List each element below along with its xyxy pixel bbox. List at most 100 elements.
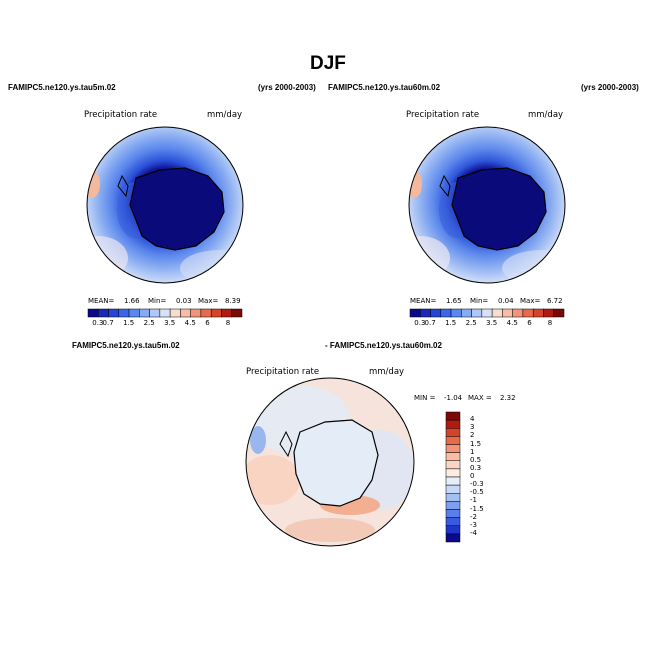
diff-colorbar-tick-label: 2	[470, 431, 475, 440]
panel2-colorbar-box	[512, 308, 524, 318]
panel2-colorbar-box	[420, 308, 431, 318]
panel2-colorbar-box	[553, 308, 565, 318]
diff-colorbar-tick-label: -3	[470, 520, 477, 529]
diff-colorbar-tick-label: -1	[470, 496, 477, 505]
panel1-colorbar-box	[139, 308, 150, 318]
diff-case-a: FAMIPC5.ne120.ys.tau5m.02	[72, 341, 180, 350]
diff-colorbar-box	[445, 411, 461, 421]
diff-colorbar-box	[445, 509, 461, 518]
panel1-colorbar-box	[169, 308, 181, 318]
panel2-max-label: Max=	[520, 297, 541, 305]
panel1-colorbar-box	[149, 308, 161, 318]
diff-colorbar-box	[445, 517, 461, 526]
panel1-colorbar-box	[221, 308, 232, 318]
diff-colorbar-box	[445, 525, 461, 535]
panel2-colorbar-box	[522, 308, 534, 318]
panel1-colorbar-box	[231, 308, 243, 318]
diff-colorbar-tick-label: -0.5	[470, 488, 484, 497]
figure-title: DJF	[310, 53, 346, 74]
panel2-colorbar-box	[471, 308, 483, 318]
diff-colorbar-tick-label: 0.5	[470, 455, 482, 464]
panel1-colorbar-box	[98, 308, 109, 318]
panel1-colorbar-tick-label: 2.5	[143, 319, 155, 327]
panel1-colorbar	[87, 308, 243, 318]
diff-colorbar-tick-label: 0.3	[470, 463, 482, 472]
panel1-colorbar-tick-label: 4.5	[184, 319, 196, 327]
panel2-colorbar-tick-label: 1.5	[445, 319, 457, 327]
panel1-colorbar-box	[200, 308, 212, 318]
diff-colorbar-box	[445, 452, 461, 461]
panel2-colorbar-tick-label: 8	[547, 319, 553, 327]
panel1-colorbar-box	[118, 308, 130, 318]
panel1-max-label: Max=	[198, 297, 219, 305]
panel1-years: (yrs 2000-2003)	[258, 83, 316, 92]
panel2-variable-label: Precipitation rate	[406, 110, 480, 120]
diff-colorbar-tick-label: -2	[470, 512, 477, 521]
panel2-colorbar-tick-label: 4.5	[506, 319, 518, 327]
panel2-colorbar-box	[543, 308, 554, 318]
diff-map	[245, 377, 415, 547]
diff-colorbar-box	[445, 428, 461, 437]
panel2-colorbar-tick-label: 0.7	[424, 319, 436, 327]
diff-colorbar-box	[445, 501, 461, 510]
panel1-colorbar-box	[108, 308, 120, 318]
diff-max-label: MAX =	[468, 394, 492, 402]
diff-colorbar-tick-label: 3	[470, 423, 475, 432]
panel1-mean-label: MEAN=	[88, 297, 115, 305]
diff-colorbar-box	[445, 444, 461, 453]
diff-colorbar-box	[445, 484, 461, 494]
panel2-min-value: 0.04	[498, 297, 514, 305]
panel2-colorbar-box	[481, 308, 493, 318]
panel1-colorbar-tick-label: 3.5	[164, 319, 176, 327]
diff-colorbar-box	[445, 468, 461, 478]
panel2-mean-value: 1.65	[446, 297, 462, 305]
panel1-max-value: 8.39	[225, 297, 241, 305]
diff-colorbar-box	[445, 493, 461, 502]
diff-units-label: mm/day	[369, 367, 405, 377]
panel2-max-value: 6.72	[547, 297, 563, 305]
panel1-variable-label: Precipitation rate	[84, 110, 158, 120]
panel2-colorbar-tick-label: 0.3	[414, 319, 426, 327]
panel2-colorbar-box	[461, 308, 472, 318]
panel1-colorbar-box	[159, 308, 171, 318]
panel2-case-name: FAMIPC5.ne120.ys.tau60m.02	[328, 83, 441, 92]
diff-colorbar-box	[445, 476, 461, 486]
panel2-colorbar-box	[502, 308, 513, 318]
panel2-colorbar-tick-label: 6	[527, 319, 532, 327]
diff-min-label: MIN =	[414, 394, 436, 402]
panel1-case-name: FAMIPC5.ne120.ys.tau5m.02	[8, 83, 116, 92]
panel2-mean-label: MEAN=	[410, 297, 437, 305]
panel2-colorbar-tick-label: 2.5	[465, 319, 477, 327]
panel1-colorbar-box	[128, 308, 140, 318]
panel1-mean-value: 1.66	[124, 297, 140, 305]
diff-colorbar-tick-label: -1.5	[470, 504, 484, 513]
diff-min-value: -1.04	[444, 394, 463, 402]
panel2-map	[408, 126, 566, 284]
diff-colorbar-box	[445, 436, 461, 445]
diff-colorbar-tick-label: 4	[470, 415, 475, 424]
panel1-min-label: Min=	[148, 297, 167, 305]
panel2-colorbar-tick-label: 3.5	[486, 319, 498, 327]
diff-colorbar-tick-label: 1.5	[470, 439, 482, 448]
panel2-years: (yrs 2000-2003)	[581, 83, 639, 92]
diff-case-b: - FAMIPC5.ne120.ys.tau60m.02	[325, 341, 442, 350]
panel1-units-label: mm/day	[207, 110, 243, 120]
panel2-colorbar-box	[440, 308, 452, 318]
panel1-colorbar-tick-label: 1.5	[123, 319, 135, 327]
diff-colorbar	[445, 411, 461, 543]
diff-colorbar-box	[445, 533, 461, 543]
panel1-colorbar-box	[87, 308, 99, 318]
panel2-units-label: mm/day	[528, 110, 564, 120]
panel2-min-label: Min=	[470, 297, 489, 305]
diff-colorbar-tick-label: -0.3	[470, 480, 484, 489]
panel1-map	[86, 126, 244, 284]
panel2-colorbar-box	[409, 308, 421, 318]
panel1-colorbar-box	[190, 308, 202, 318]
diff-colorbar-box	[445, 419, 461, 429]
panel1-min-value: 0.03	[176, 297, 192, 305]
panel1-colorbar-tick-label: 0.7	[102, 319, 114, 327]
panel2-colorbar-box	[430, 308, 442, 318]
diff-colorbar-tick-label: -4	[470, 528, 477, 537]
